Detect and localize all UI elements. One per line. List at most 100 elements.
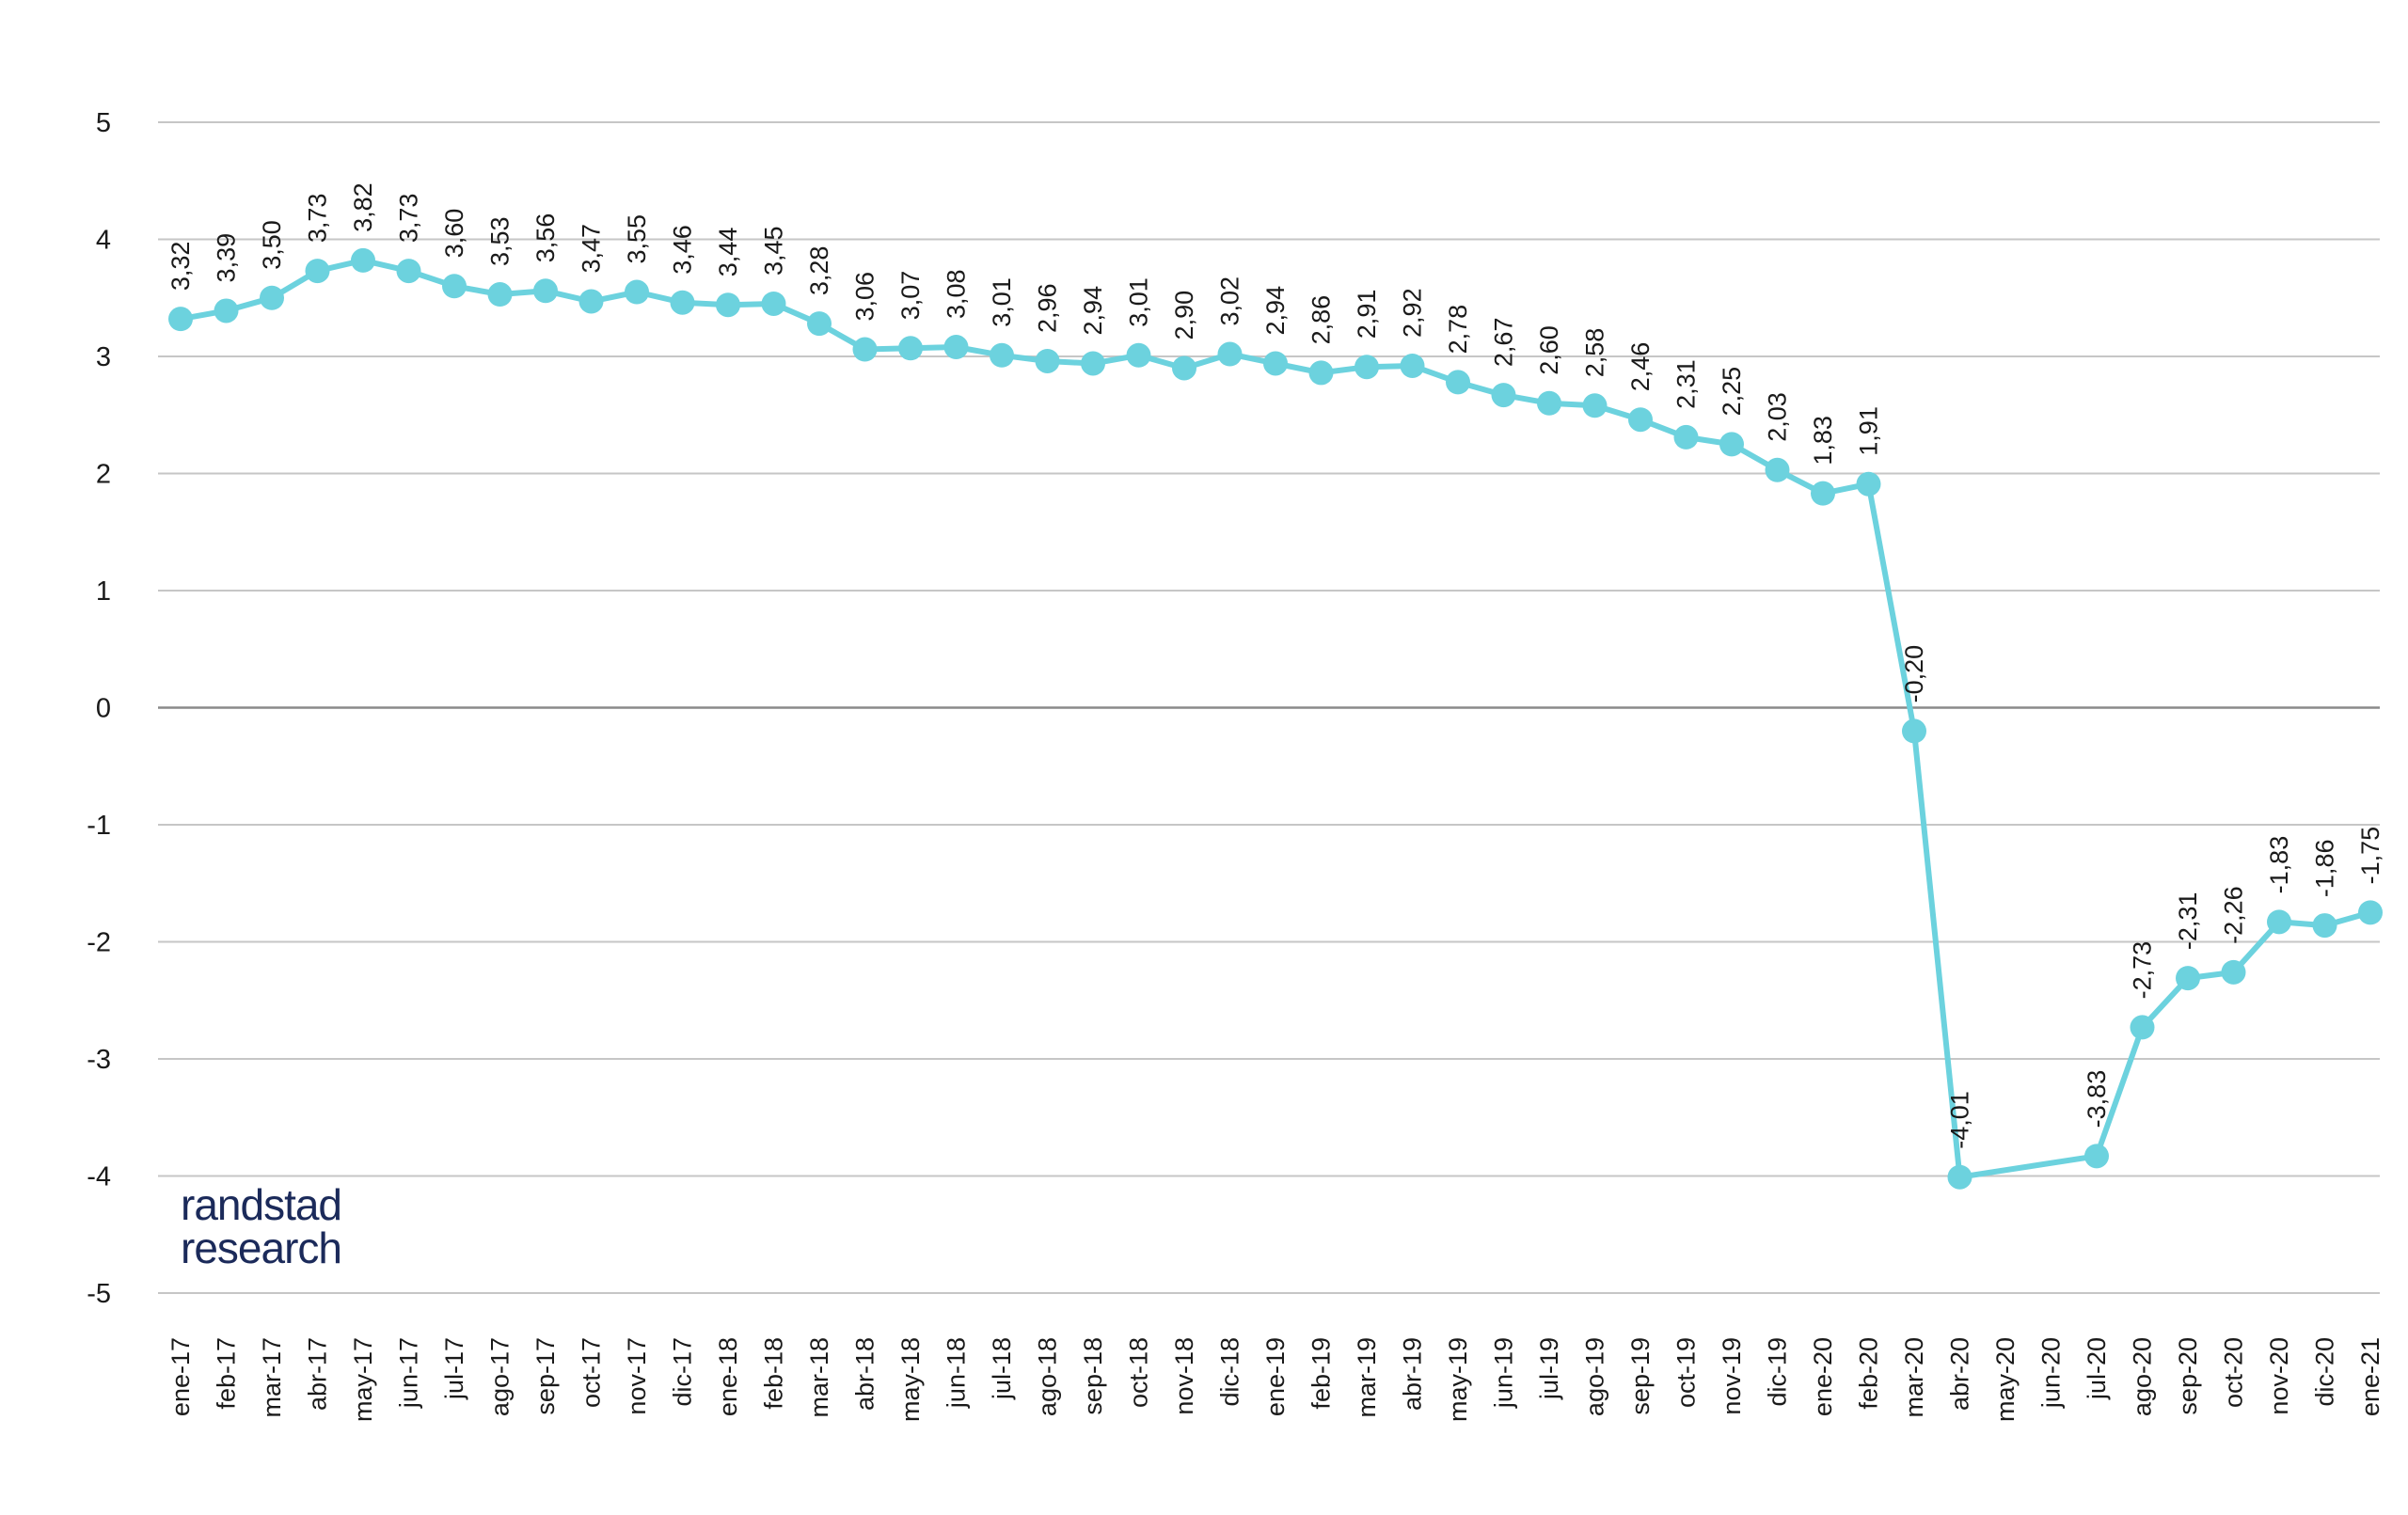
data-point bbox=[1308, 360, 1334, 386]
data-point bbox=[1400, 353, 1425, 378]
x-tick-label: oct-18 bbox=[1125, 1337, 1153, 1408]
x-tick-label: nov-19 bbox=[1718, 1337, 1746, 1415]
x-tick-label: mar-19 bbox=[1353, 1337, 1381, 1418]
data-point bbox=[625, 279, 649, 305]
data-point bbox=[761, 291, 786, 316]
x-tick-label: feb-18 bbox=[760, 1337, 788, 1410]
data-label: 2,90 bbox=[1170, 291, 1198, 340]
grid-lines bbox=[158, 121, 2380, 1294]
data-label: 3,45 bbox=[760, 226, 788, 276]
data-label: 3,28 bbox=[805, 246, 833, 296]
y-tick-label: -3 bbox=[87, 1045, 111, 1075]
data-point bbox=[716, 292, 740, 318]
data-label: 3,73 bbox=[395, 194, 423, 244]
x-tick-label: jul-18 bbox=[988, 1337, 1016, 1400]
x-tick-label: ene-21 bbox=[2356, 1337, 2384, 1416]
data-point bbox=[1354, 355, 1379, 380]
data-point bbox=[670, 290, 695, 315]
data-label: 2,96 bbox=[1034, 283, 1062, 333]
x-tick-label: dic-19 bbox=[1764, 1337, 1792, 1407]
data-point bbox=[168, 307, 193, 332]
x-tick-label: jul-19 bbox=[1535, 1337, 1563, 1400]
y-tick-label: 4 bbox=[96, 226, 111, 256]
x-tick-label: may-18 bbox=[896, 1337, 925, 1422]
data-label: -1,86 bbox=[2311, 840, 2339, 898]
data-point bbox=[1902, 718, 1926, 744]
data-label: 3,39 bbox=[213, 233, 241, 283]
data-label: -0,20 bbox=[1900, 645, 1928, 703]
data-labels: 3,32 3,39 3,50 3,73 3,82 3,73 3,60 3,53 3,56 3,47… bbox=[166, 182, 2384, 1148]
x-tick-label: jul-17 bbox=[440, 1337, 468, 1400]
data-point bbox=[1446, 370, 1470, 395]
x-tick-label: ene-20 bbox=[1809, 1337, 1837, 1416]
data-label: 3,56 bbox=[531, 213, 560, 263]
y-axis-ticks: 5 4 3 2 1 0 -1 -2 -3 -4 -5 bbox=[87, 108, 111, 1309]
data-label: -1,83 bbox=[2265, 836, 2293, 894]
y-tick-label: 5 bbox=[96, 108, 111, 138]
data-point bbox=[1673, 424, 1699, 450]
data-label: 3,50 bbox=[258, 220, 286, 270]
x-tick-label: feb-20 bbox=[1855, 1337, 1883, 1410]
data-label: -4,01 bbox=[1946, 1091, 1974, 1149]
data-point bbox=[260, 285, 284, 310]
x-tick-label: abr-20 bbox=[1946, 1337, 1974, 1411]
data-label: 1,91 bbox=[1855, 406, 1883, 456]
data-point bbox=[943, 335, 969, 360]
x-tick-label: ene-18 bbox=[714, 1337, 742, 1416]
x-tick-label: jul-20 bbox=[2083, 1337, 2111, 1400]
x-tick-label: may-19 bbox=[1444, 1337, 1472, 1422]
data-label: 1,83 bbox=[1809, 416, 1837, 466]
x-tick-label: mar-20 bbox=[1900, 1337, 1928, 1418]
x-tick-label: abr-19 bbox=[1399, 1337, 1427, 1411]
data-point bbox=[1811, 481, 1835, 506]
y-tick-label: -4 bbox=[87, 1162, 111, 1192]
x-tick-label: mar-18 bbox=[805, 1337, 833, 1418]
data-point bbox=[2312, 913, 2337, 939]
data-point bbox=[533, 278, 558, 304]
x-tick-label: nov-20 bbox=[2265, 1337, 2293, 1415]
y-tick-label: -1 bbox=[87, 811, 111, 841]
x-tick-label: ago-20 bbox=[2129, 1337, 2157, 1416]
x-tick-label: abr-17 bbox=[304, 1337, 332, 1411]
x-tick-label: oct-19 bbox=[1672, 1337, 1701, 1408]
data-label: -2,73 bbox=[2129, 941, 2157, 1000]
data-label: 3,82 bbox=[349, 182, 377, 232]
data-point bbox=[214, 298, 239, 324]
data-point bbox=[2130, 1015, 2155, 1040]
data-label: 3,47 bbox=[578, 224, 606, 274]
x-tick-label: ago-18 bbox=[1034, 1337, 1062, 1416]
data-point bbox=[578, 289, 604, 314]
data-point bbox=[852, 337, 878, 362]
data-label: 2,46 bbox=[1626, 342, 1655, 392]
data-label: 2,78 bbox=[1444, 305, 1472, 355]
data-point bbox=[1719, 432, 1744, 457]
data-label: -1,75 bbox=[2356, 827, 2384, 885]
x-tick-label: sep-19 bbox=[1626, 1337, 1655, 1415]
data-label: 3,02 bbox=[1216, 276, 1244, 326]
data-point bbox=[898, 336, 923, 361]
data-label: 2,25 bbox=[1718, 367, 1746, 417]
data-label: 3,01 bbox=[988, 277, 1016, 327]
x-tick-label: jun-20 bbox=[2037, 1337, 2066, 1409]
data-label: -2,26 bbox=[2220, 886, 2248, 944]
data-label: 2,58 bbox=[1581, 328, 1609, 378]
y-tick-label: -2 bbox=[87, 928, 111, 958]
x-tick-label: ago-17 bbox=[486, 1337, 515, 1416]
data-point bbox=[1081, 351, 1105, 376]
data-point bbox=[1263, 351, 1288, 376]
data-point bbox=[1126, 342, 1151, 368]
y-tick-label: -5 bbox=[87, 1279, 111, 1309]
logo-line-2: research bbox=[181, 1223, 342, 1272]
data-point bbox=[1537, 390, 1561, 416]
data-label: 2,03 bbox=[1764, 392, 1792, 442]
y-tick-label: 2 bbox=[96, 460, 111, 490]
data-point bbox=[1217, 341, 1243, 367]
data-label: 3,08 bbox=[943, 269, 971, 319]
x-tick-label: feb-19 bbox=[1307, 1337, 1336, 1410]
data-label: 2,91 bbox=[1353, 290, 1381, 339]
data-point bbox=[1856, 471, 1881, 497]
data-point bbox=[2084, 1144, 2109, 1169]
data-label: 3,73 bbox=[304, 194, 332, 244]
data-point bbox=[396, 259, 421, 284]
